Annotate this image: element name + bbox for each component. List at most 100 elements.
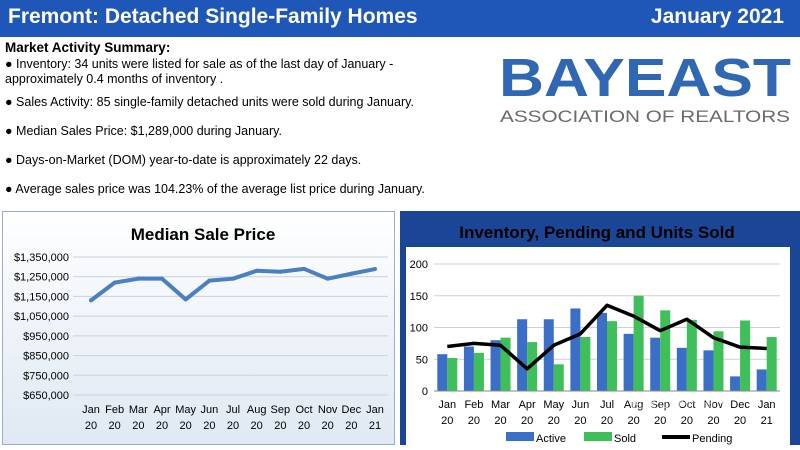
x-tick-label-month: Jul	[226, 404, 240, 416]
active-bar	[490, 340, 501, 391]
x-tick-label-year: 20	[627, 415, 639, 427]
page-title: Fremont: Detached Single-Family Homes	[8, 5, 418, 28]
watermark: 回金山地产资讯	[631, 395, 729, 411]
median-price-point	[183, 297, 188, 302]
active-bar	[437, 354, 448, 391]
median-price-point	[302, 266, 306, 271]
x-tick-label-month: Jun	[200, 404, 218, 416]
y-tick-label: $750,000	[23, 370, 69, 382]
x-tick-label-month: Jan	[758, 399, 776, 411]
x-tick-label-month: Mar	[129, 404, 148, 416]
summary-heading: Market Activity Summary:	[5, 40, 171, 55]
legend-label-active: Active	[536, 433, 566, 445]
x-tick-label-month: Dec	[342, 404, 362, 416]
median-price-point	[89, 298, 93, 303]
summary-bullet-median-price: ● Median Sales Price: $1,289,000 during …	[5, 124, 282, 138]
x-tick-label-year: 20	[441, 415, 453, 427]
x-tick-label-year: 20	[681, 415, 693, 427]
active-bar	[650, 337, 661, 391]
median-price-point	[112, 280, 117, 285]
y-tick-label: $1,150,000	[14, 291, 69, 303]
y-tick-label: $650,000	[23, 390, 69, 402]
median-price-point	[207, 278, 212, 283]
summary-bullet-inventory-text: Inventory: 34 units were listed for sale…	[16, 57, 394, 71]
x-tick-label-year: 20	[132, 420, 144, 432]
legend-swatch-sold	[584, 432, 612, 441]
pending-line	[447, 303, 767, 371]
x-tick-label-year: 20	[468, 415, 480, 427]
logo-wordmark: BAYEAST	[499, 50, 791, 108]
y-tick-label: $1,250,000	[14, 272, 69, 284]
x-tick-label-month: Feb	[464, 399, 483, 411]
x-tick-label-year: 20	[156, 420, 168, 432]
median-price-point	[160, 276, 164, 281]
active-bar	[676, 347, 687, 391]
active-bar	[623, 333, 634, 391]
y-tick-label: 150	[410, 291, 428, 303]
sold-bar	[713, 331, 724, 391]
active-bar	[756, 369, 767, 391]
median-price-point	[136, 276, 141, 281]
legend-label-pending: Pending	[692, 433, 732, 445]
x-tick-label-year: 21	[369, 420, 381, 432]
x-tick-label-month: May	[543, 399, 564, 411]
summary-bullet-price-ratio: ● Average sales price was 104.23% of the…	[5, 182, 425, 196]
median-price-point	[373, 267, 377, 272]
x-tick-label-month: Apr	[153, 404, 170, 416]
median-price-point	[254, 268, 259, 273]
x-tick-label-month: Jul	[600, 399, 614, 411]
x-tick-label-month: Jan	[438, 399, 456, 411]
sold-bar	[553, 364, 564, 391]
summary-bullet-sales-text: Sales Activity: 85 single-family detache…	[16, 95, 414, 109]
x-tick-label-year: 20	[494, 415, 506, 427]
x-tick-label-year: 20	[574, 415, 586, 427]
x-tick-label-month: Oct	[678, 399, 695, 411]
summary-bullet-dom-text: Days-on-Market (DOM) year-to-date is app…	[16, 153, 362, 167]
x-tick-label-month: Apr	[519, 399, 536, 411]
x-tick-label-year: 20	[227, 420, 239, 432]
report-date: January 2021	[650, 5, 784, 28]
x-tick-label-year: 20	[654, 415, 666, 427]
median-sale-price-chart: Median Sale Price $650,000 $750,000 $850,00…	[2, 211, 395, 445]
x-tick-label-year: 20	[85, 420, 97, 432]
active-bar	[570, 308, 581, 391]
sold-bar	[447, 357, 458, 391]
active-bar	[730, 376, 741, 391]
y-tick-label: 0	[422, 386, 428, 398]
chart-title-median: Median Sale Price	[131, 225, 276, 244]
x-tick-label-year: 20	[180, 420, 192, 432]
summary-bullet-price-ratio-text: Average sales price was 104.23% of the a…	[15, 182, 425, 196]
y-tick-label: 200	[410, 259, 428, 271]
active-bar	[703, 350, 714, 391]
sold-bar	[686, 319, 697, 391]
bayeast-logo-graphic: BAYEAST ASSOCIATION OF REALTORS	[499, 48, 791, 126]
summary-bullet-inventory-cont: approximately 0.4 months of inventory .	[5, 72, 224, 86]
header-bar: Fremont: Detached Single-Family Homes Ja…	[0, 0, 800, 37]
sold-bar	[607, 321, 617, 391]
x-tick-label-month: Dec	[730, 399, 750, 411]
x-tick-label-month: Feb	[105, 404, 124, 416]
x-tick-label-year: 20	[345, 420, 357, 432]
sold-bar	[660, 310, 671, 391]
x-tick-label-month: Jun	[572, 399, 590, 411]
x-tick-label-year: 20	[734, 415, 746, 427]
x-tick-label-month: Nov	[318, 404, 338, 416]
y-tick-label: $1,050,000	[14, 311, 69, 323]
x-tick-label-month: Jan	[366, 404, 384, 416]
x-tick-label-year: 20	[251, 420, 263, 432]
x-tick-label-year: 21	[761, 415, 773, 427]
legend-swatch-active	[506, 432, 534, 441]
sold-bar	[766, 337, 777, 391]
x-tick-label-month: May	[175, 404, 196, 416]
y-tick-label: $850,000	[23, 351, 69, 363]
x-tick-label-month: Aug	[624, 399, 644, 411]
x-tick-label-month: Nov	[704, 399, 724, 411]
summary-bullet-inventory: ● Inventory: 34 units were listed for sa…	[5, 57, 394, 71]
x-tick-label-year: 20	[548, 415, 560, 427]
sold-bar	[633, 295, 644, 391]
x-tick-label-year: 20	[298, 420, 310, 432]
sold-bar	[580, 337, 591, 391]
sold-bar	[500, 337, 511, 391]
active-bar	[597, 312, 607, 391]
legend-label-sold: Sold	[614, 433, 636, 445]
